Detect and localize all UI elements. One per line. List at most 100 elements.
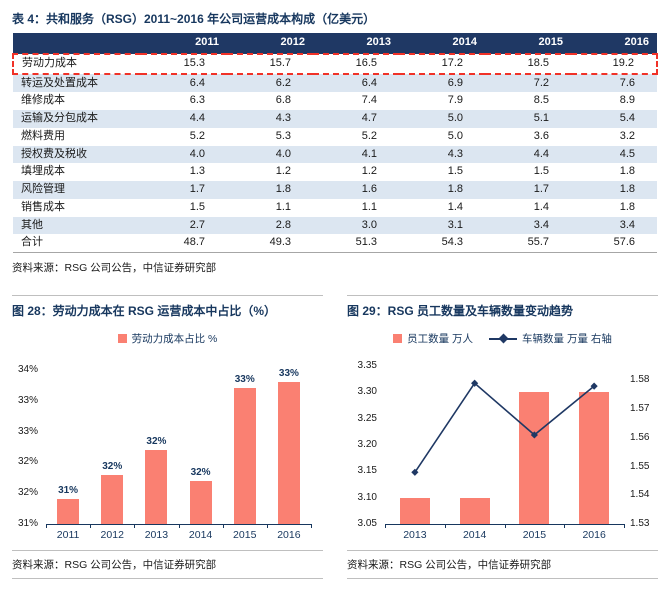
table-cell: 15.3 <box>141 52 227 75</box>
row-label: 填埋成本 <box>21 165 65 178</box>
bar-2016 <box>277 382 300 524</box>
table-header-row: 2011 2012 2013 2014 2015 2016 <box>13 33 657 54</box>
table-title: 表 4：共和服务（RSG）2011~2016 年公司运营成本构成（亿美元） <box>12 12 376 26</box>
table-cell: 4.7 <box>361 112 377 124</box>
table-cell: 8.9 <box>619 94 635 107</box>
bar-2014 <box>459 497 490 524</box>
line-marker <box>411 468 419 476</box>
right-axis-tick: 1.57 <box>630 403 650 415</box>
legend-label: 劳动力成本占比 % <box>131 333 218 345</box>
report-page: 表 4：共和服务（RSG）2011~2016 年公司运营成本构成（亿美元） 20… <box>0 10 670 579</box>
y-axis-tick: 3.05 <box>357 518 377 529</box>
x-axis-label: 2013 <box>144 529 169 541</box>
x-axis-tick <box>311 524 312 528</box>
x-axis-tick <box>385 524 386 528</box>
table-cell: 1.8 <box>619 165 635 178</box>
table-row: 合计 48.7 49.3 51.3 54.3 55.7 57.6 <box>13 234 657 252</box>
bar-2015 <box>233 388 256 524</box>
table-cell: 1.2 <box>361 165 377 178</box>
right-axis-tick: 1.54 <box>630 489 650 501</box>
table-cell: 1.5 <box>533 165 549 178</box>
table-row: 其他 2.7 2.8 3.0 3.1 3.4 3.4 <box>13 216 657 235</box>
figure-29-title: 图 29：RSG 员工数量及车辆数量变动趋势 <box>347 304 574 318</box>
line-swatch-icon <box>489 337 518 340</box>
y-axis-tick: 3.10 <box>357 491 377 503</box>
y-axis-tick: 32% <box>17 456 38 468</box>
right-axis-tick: 1.58 <box>630 374 650 386</box>
column-header-2011: 2011 <box>141 33 227 54</box>
table-cell: 7.9 <box>447 94 463 107</box>
table-cell: 4.4 <box>533 147 549 160</box>
table-cell: 6.3 <box>189 94 205 107</box>
table-row: 运输及分包成本 4.4 4.3 4.7 5.0 5.1 5.4 <box>13 110 657 128</box>
table-cell: 1.7 <box>533 183 549 195</box>
table-cell: 51.3 <box>355 236 377 249</box>
table-corner-cell <box>13 33 141 54</box>
table-cell: 6.4 <box>189 76 205 89</box>
table-cell: 4.5 <box>619 147 635 160</box>
x-axis-line <box>385 524 624 525</box>
operating-cost-table: 2011 2012 2013 2014 2015 2016 劳动力成本 15.3 15.7 16.… <box>12 33 658 253</box>
y-axis-tick: 3.25 <box>357 412 377 424</box>
x-axis-tick <box>178 524 180 528</box>
figure-29-source: 资料来源：RSG 公司公告，中信证券研究部 <box>347 550 658 579</box>
line-marker <box>471 379 479 387</box>
row-label: 维修成本 <box>21 94 65 107</box>
x-axis-label: 2013 <box>403 529 427 541</box>
table-cell: 3.4 <box>533 218 549 231</box>
y-axis-tick: 33% <box>17 394 38 406</box>
bar-value-label: 33% <box>278 368 299 380</box>
table-cell: 3.1 <box>447 218 463 231</box>
table-row: 劳动力成本 15.3 15.7 16.5 17.2 18.5 19.2 <box>12 52 658 75</box>
table-cell: 5.1 <box>533 112 549 124</box>
table-cell: 55.7 <box>527 236 549 249</box>
table-source: 资料来源：RSG 公司公告，中信证券研究部 <box>12 262 217 274</box>
x-axis-tick <box>444 524 446 528</box>
table-cell: 6.8 <box>275 94 291 107</box>
x-axis-label: 2016 <box>582 529 606 541</box>
table-cell: 1.5 <box>189 200 205 213</box>
table-cell: 4.0 <box>275 147 291 160</box>
legend-item-vehicles: 车辆数量 万量 右轴 <box>489 331 612 346</box>
table-row: 维修成本 6.3 6.8 7.4 7.9 8.5 8.9 <box>13 92 657 110</box>
table-cell: 4.1 <box>361 147 377 160</box>
table-row: 填埋成本 1.3 1.2 1.2 1.5 1.5 1.8 <box>13 163 657 181</box>
right-axis-tick: 1.53 <box>630 518 650 529</box>
x-axis-label: 2014 <box>462 529 487 541</box>
column-header-2016: 2016 <box>571 33 657 54</box>
table-cell: 16.5 <box>313 52 399 75</box>
x-axis-tick <box>266 524 268 528</box>
table-cell: 6.2 <box>275 76 291 89</box>
y-axis-tick: 3.35 <box>357 360 377 371</box>
table-cell: 15.7 <box>227 52 313 75</box>
table-cell: 3.6 <box>533 129 549 142</box>
row-label: 燃料费用 <box>21 129 65 142</box>
right-axis-tick: 1.56 <box>630 431 650 443</box>
vehicle-count-line <box>411 379 598 476</box>
bar-value-label: 33% <box>234 374 255 386</box>
table-row: 燃料费用 5.2 5.3 5.2 5.0 3.6 3.2 <box>13 128 657 146</box>
table-cell: 1.7 <box>189 183 205 195</box>
figure-28-panel: 图 28：劳动力成本在 RSG 运营成本中占比（%） 劳动力成本占比 % 31%… <box>12 295 323 579</box>
x-axis-label: 2011 <box>56 529 80 541</box>
column-header-2014: 2014 <box>399 33 485 54</box>
table-cell: 5.4 <box>619 112 635 124</box>
row-label: 运输及分包成本 <box>21 112 98 124</box>
table-cell: 5.2 <box>189 129 205 142</box>
y-axis-tick: 3.20 <box>357 439 377 450</box>
right-axis-tick: 1.55 <box>630 460 650 472</box>
table-cell: 5.3 <box>275 129 291 142</box>
table-cell: 7.2 <box>533 76 549 89</box>
figure-28-legend: 劳动力成本占比 % <box>12 331 323 346</box>
table-row: 转运及处置成本 6.4 6.2 6.4 6.9 7.2 7.6 <box>13 73 657 93</box>
table-cell: 1.3 <box>189 165 205 178</box>
table-cell: 7.4 <box>361 94 377 107</box>
x-axis-label: 2015 <box>522 529 547 541</box>
x-axis-tick <box>624 524 625 528</box>
y-axis-tick: 31% <box>17 518 38 529</box>
x-axis-label: 2016 <box>277 529 301 541</box>
figure-28-title: 图 28：劳动力成本在 RSG 运营成本中占比（%） <box>12 304 277 318</box>
table-cell: 1.6 <box>361 183 377 195</box>
figures-row: 图 28：劳动力成本在 RSG 运营成本中占比（%） 劳动力成本占比 % 31%… <box>12 295 658 579</box>
x-axis-tick <box>46 524 47 528</box>
